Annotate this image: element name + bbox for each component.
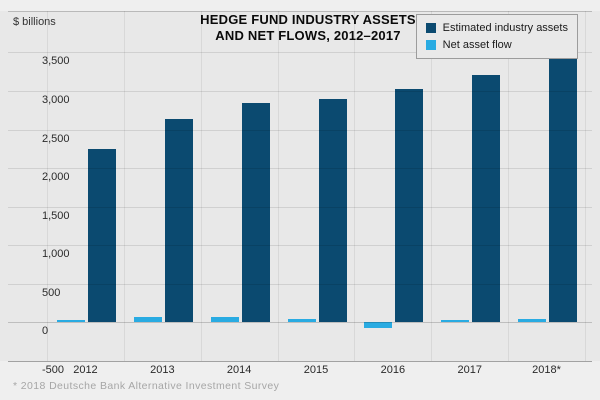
x-tick-label: 2012 xyxy=(73,364,98,376)
vertical-gridline xyxy=(508,11,510,361)
legend: Estimated industry assets Net asset flow xyxy=(415,14,578,59)
y-tick-label: 2,500 xyxy=(42,132,70,145)
y-tick-label: 1,500 xyxy=(42,209,70,222)
chart-title-line-1: HEDGE FUND INDUSTRY ASSETS xyxy=(200,12,416,27)
bar-net-flow-2012 xyxy=(57,319,85,323)
vertical-gridline xyxy=(585,11,586,361)
bar-estimated-assets-2014 xyxy=(241,102,270,323)
source-footnote: * 2018 Deutsche Bank Alternative Investm… xyxy=(13,380,280,392)
y-tick-label: 1,000 xyxy=(42,248,70,261)
gridline-3,000 xyxy=(8,90,592,92)
legend-label-net-flow: Net asset flow xyxy=(442,39,512,51)
bar-estimated-assets-2015 xyxy=(318,98,347,323)
x-tick-label: 2013 xyxy=(150,364,175,376)
x-tick-label: 2015 xyxy=(303,364,329,376)
x-tick-label: 2014 xyxy=(226,364,252,376)
bar-estimated-assets-2013 xyxy=(164,119,193,323)
x-tick-label: 2016 xyxy=(380,364,406,376)
y-tick-label: -500 xyxy=(42,363,65,376)
vertical-gridline xyxy=(123,11,125,361)
chart-top-border xyxy=(8,11,592,12)
gridline--500 xyxy=(8,360,592,362)
bar-estimated-assets-2012 xyxy=(88,148,116,323)
bar-net-flow-2018* xyxy=(518,319,547,323)
x-tick-label: 2018* xyxy=(532,364,561,376)
bar-estimated-assets-2016 xyxy=(395,89,424,323)
gridline-1,500 xyxy=(8,206,592,208)
gridline-500 xyxy=(8,283,592,285)
y-axis-units-label: $ billions xyxy=(13,16,56,28)
bar-net-flow-2017 xyxy=(441,320,470,323)
y-tick-label: 3,500 xyxy=(42,55,70,68)
legend-item-estimated-assets: Estimated industry assets xyxy=(425,22,568,34)
gridline-2,500 xyxy=(8,129,592,131)
vertical-gridline xyxy=(200,11,202,361)
bar-net-flow-2015 xyxy=(287,318,316,323)
vertical-gridline xyxy=(277,11,279,361)
flow-swatch-icon xyxy=(425,40,436,50)
gridline-3,500 xyxy=(8,52,592,54)
assets-swatch-icon xyxy=(425,23,436,33)
bar-estimated-assets-2018* xyxy=(549,58,578,323)
y-tick-label: 0 xyxy=(42,325,49,338)
bar-net-flow-2014 xyxy=(210,316,239,323)
gridline-2,000 xyxy=(8,168,592,169)
vertical-gridline xyxy=(431,11,433,361)
bar-net-flow-2013 xyxy=(133,317,162,323)
vertical-gridline xyxy=(47,11,48,361)
y-tick-label: 2,000 xyxy=(42,171,70,183)
gridline-1,000 xyxy=(8,245,592,247)
y-tick-label: 500 xyxy=(42,286,61,299)
y-tick-label: 3,000 xyxy=(42,93,70,106)
chart-title: HEDGE FUND INDUSTRY ASSETS AND NET FLOWS… xyxy=(168,12,448,44)
legend-label-estimated-assets: Estimated industry assets xyxy=(442,22,568,34)
gridline-0 xyxy=(8,322,592,324)
bar-net-flow-2016 xyxy=(364,322,393,328)
vertical-gridline xyxy=(354,11,356,361)
legend-item-net-flow: Net asset flow xyxy=(425,39,568,51)
chart-title-line-2: AND NET FLOWS, 2012–2017 xyxy=(215,28,401,43)
bar-estimated-assets-2017 xyxy=(472,74,501,323)
x-tick-label: 2017 xyxy=(457,364,482,376)
